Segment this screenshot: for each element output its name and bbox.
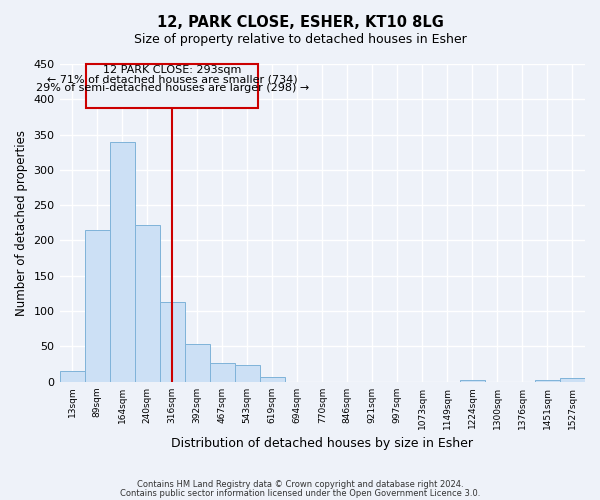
Bar (110, 142, 134, 382)
Bar (260, 376, 285, 382)
Bar (160, 302, 185, 382)
Bar (59, 371, 85, 382)
Bar (535, 380, 560, 382)
Text: Contains HM Land Registry data © Crown copyright and database right 2024.: Contains HM Land Registry data © Crown c… (137, 480, 463, 489)
Bar (134, 225, 160, 382)
Y-axis label: Number of detached properties: Number of detached properties (15, 130, 28, 316)
Text: ← 71% of detached houses are smaller (734): ← 71% of detached houses are smaller (73… (47, 74, 298, 85)
FancyBboxPatch shape (86, 64, 259, 108)
Text: Contains public sector information licensed under the Open Government Licence 3.: Contains public sector information licen… (120, 488, 480, 498)
X-axis label: Distribution of detached houses by size in Esher: Distribution of detached houses by size … (171, 437, 473, 450)
Bar (560, 378, 585, 382)
Bar (235, 364, 260, 382)
Bar (460, 380, 485, 382)
Text: 12 PARK CLOSE: 293sqm: 12 PARK CLOSE: 293sqm (103, 66, 241, 76)
Bar (85, 230, 110, 382)
Bar (185, 344, 209, 382)
Text: Size of property relative to detached houses in Esher: Size of property relative to detached ho… (134, 32, 466, 46)
Text: 29% of semi-detached houses are larger (298) →: 29% of semi-detached houses are larger (… (35, 83, 309, 93)
Text: 12, PARK CLOSE, ESHER, KT10 8LG: 12, PARK CLOSE, ESHER, KT10 8LG (157, 15, 443, 30)
Bar (209, 364, 235, 382)
